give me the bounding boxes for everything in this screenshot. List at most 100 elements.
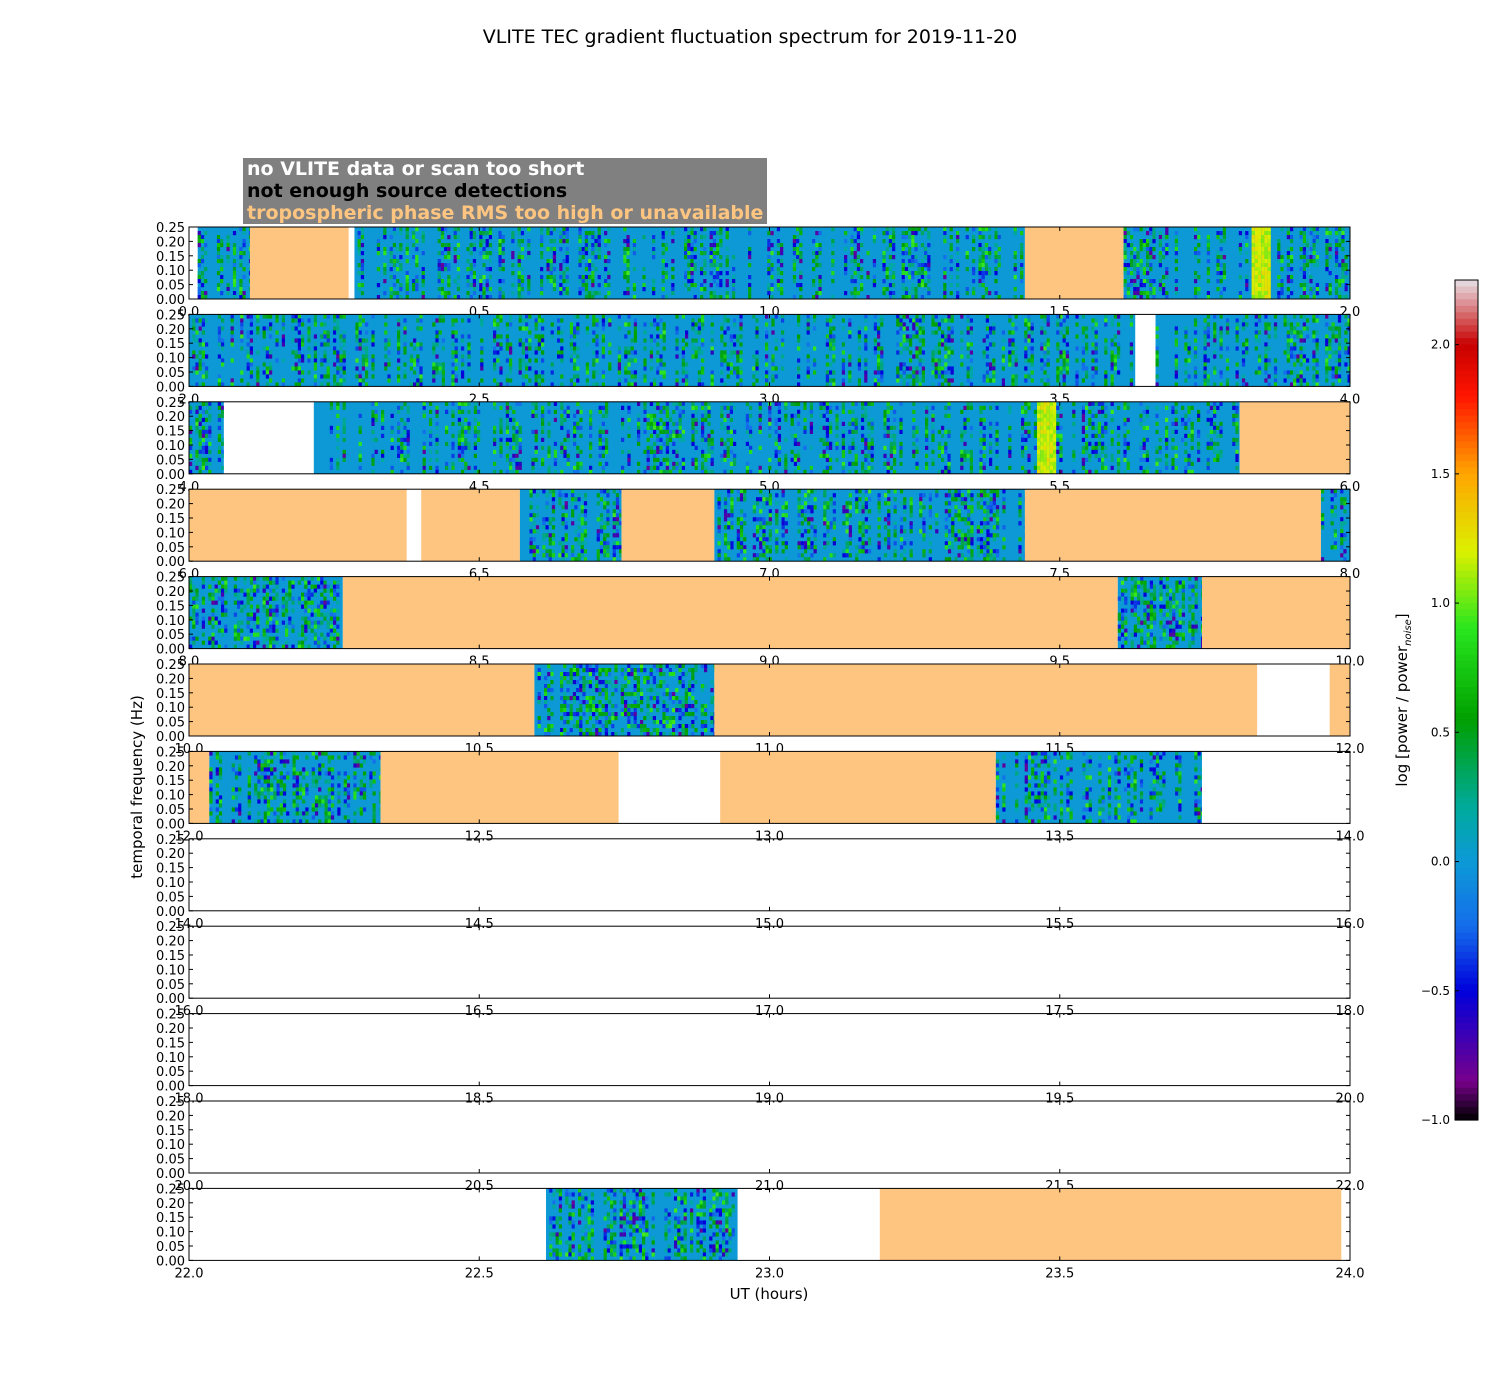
- spectrum-cell: [883, 425, 887, 430]
- spectrum-cell: [981, 295, 985, 300]
- spectrum-cell: [633, 330, 637, 335]
- spectrum-cell: [1046, 378, 1050, 383]
- spectrum-cell: [736, 334, 740, 339]
- spectrum-cell: [505, 429, 510, 434]
- spectrum-cell: [358, 449, 362, 454]
- spectrum-cell: [581, 283, 585, 288]
- spectrum-cell: [885, 227, 889, 232]
- spectrum-cell: [518, 314, 522, 319]
- spectrum-cell: [985, 346, 989, 351]
- spectrum-cell: [665, 429, 670, 434]
- spectrum-cell: [725, 235, 729, 240]
- spectrum-cell: [291, 338, 295, 343]
- spectrum-cell: [806, 370, 810, 375]
- spectrum-cell: [1267, 374, 1271, 379]
- spectrum-cell: [479, 243, 483, 248]
- spectrum-cell: [573, 425, 577, 430]
- spectrum-cell: [604, 283, 608, 288]
- spectrum-cell: [499, 453, 503, 458]
- spectrum-cell: [771, 318, 775, 323]
- spectrum-cell: [888, 275, 893, 280]
- spectrum-cell: [860, 259, 864, 264]
- spectrum-cell: [1258, 255, 1262, 260]
- spectrum-cell: [589, 453, 593, 458]
- spectrum-cell: [598, 441, 602, 446]
- spectrum-cell: [777, 457, 782, 462]
- spectrum-cell: [1174, 342, 1178, 347]
- spectrum-cell: [848, 378, 852, 383]
- spectrum-cell: [867, 433, 871, 438]
- spectrum-cell: [925, 461, 929, 466]
- spectrum-cell: [565, 279, 569, 284]
- spectrum-cell: [684, 251, 688, 256]
- spectrum-cell: [627, 358, 631, 363]
- spectrum-cell: [451, 441, 455, 446]
- spectrum-cell: [1245, 338, 1249, 343]
- spectrum-cell: [659, 469, 663, 474]
- spectrum-cell: [534, 350, 538, 355]
- spectrum-cell: [517, 271, 521, 276]
- spectrum-cell: [965, 227, 969, 232]
- spectrum-cell: [1289, 354, 1294, 359]
- spectrum-cell: [1056, 378, 1060, 383]
- spectrum-cell: [697, 382, 701, 387]
- spectrum-cell: [409, 358, 413, 363]
- spectrum-cell: [1013, 263, 1017, 268]
- spectrum-cell: [1091, 342, 1095, 347]
- segment-spectrum: [1123, 227, 1310, 300]
- spectrum-cell: [389, 275, 393, 280]
- spectrum-cell: [904, 243, 909, 248]
- spectrum-cell: [994, 255, 998, 260]
- spectrum-cell: [784, 413, 788, 418]
- spectrum-cell: [1261, 239, 1265, 244]
- spectrum-cell: [405, 235, 409, 240]
- spectrum-cell: [950, 378, 954, 383]
- spectrum-cell: [925, 409, 929, 414]
- spectrum-cell: [566, 413, 570, 418]
- spectrum-cell: [336, 318, 340, 323]
- spectrum-cell: [1123, 247, 1127, 252]
- spectrum-cell: [981, 251, 985, 256]
- spectrum-cell: [598, 461, 602, 466]
- spectrum-cell: [269, 334, 273, 339]
- spectrum-cell: [790, 421, 794, 426]
- spectrum-cell: [691, 322, 695, 327]
- spectrum-cell: [357, 247, 361, 252]
- spectrum-cell: [441, 318, 445, 323]
- spectrum-cell: [1264, 263, 1268, 268]
- spectrum-cell: [607, 291, 611, 296]
- spectrum-cell: [994, 279, 998, 284]
- spectrum-cell: [195, 453, 199, 458]
- spectrum-cell: [1094, 334, 1098, 339]
- spectrum-cell: [355, 338, 359, 343]
- spectrum-cell: [870, 449, 874, 454]
- spectrum-cell: [230, 338, 234, 343]
- spectrum-cell: [633, 378, 637, 383]
- spectrum-cell: [1254, 227, 1259, 232]
- spectrum-cell: [221, 382, 225, 387]
- spectrum-cell: [1155, 350, 1159, 355]
- spectrum-cell: [576, 401, 580, 406]
- spectrum-cell: [511, 283, 515, 288]
- spectrum-cell: [745, 461, 750, 466]
- spectrum-cell: [517, 295, 521, 300]
- x-axis-label: UT (hours): [730, 1285, 809, 1303]
- spectrum-cell: [997, 259, 1001, 264]
- spectrum-cell: [649, 358, 653, 363]
- spectrum-cell: [563, 449, 567, 454]
- spectrum-cell: [1174, 291, 1179, 296]
- spectrum-cell: [541, 461, 545, 466]
- spectrum-cell: [563, 445, 567, 450]
- spectrum-cell: [1286, 247, 1291, 252]
- spectrum-cell: [246, 350, 250, 355]
- spectrum-cell: [294, 326, 298, 331]
- spectrum-cell: [956, 283, 960, 288]
- spectrum-cell: [389, 251, 393, 256]
- spectrum-cell: [313, 346, 317, 351]
- spectrum-cell: [765, 362, 769, 367]
- spectrum-cell: [1254, 231, 1259, 236]
- spectrum-cell: [989, 405, 993, 410]
- spectrum-cell: [240, 346, 244, 351]
- spectrum-cell: [1104, 322, 1108, 327]
- spectrum-cell: [466, 267, 470, 272]
